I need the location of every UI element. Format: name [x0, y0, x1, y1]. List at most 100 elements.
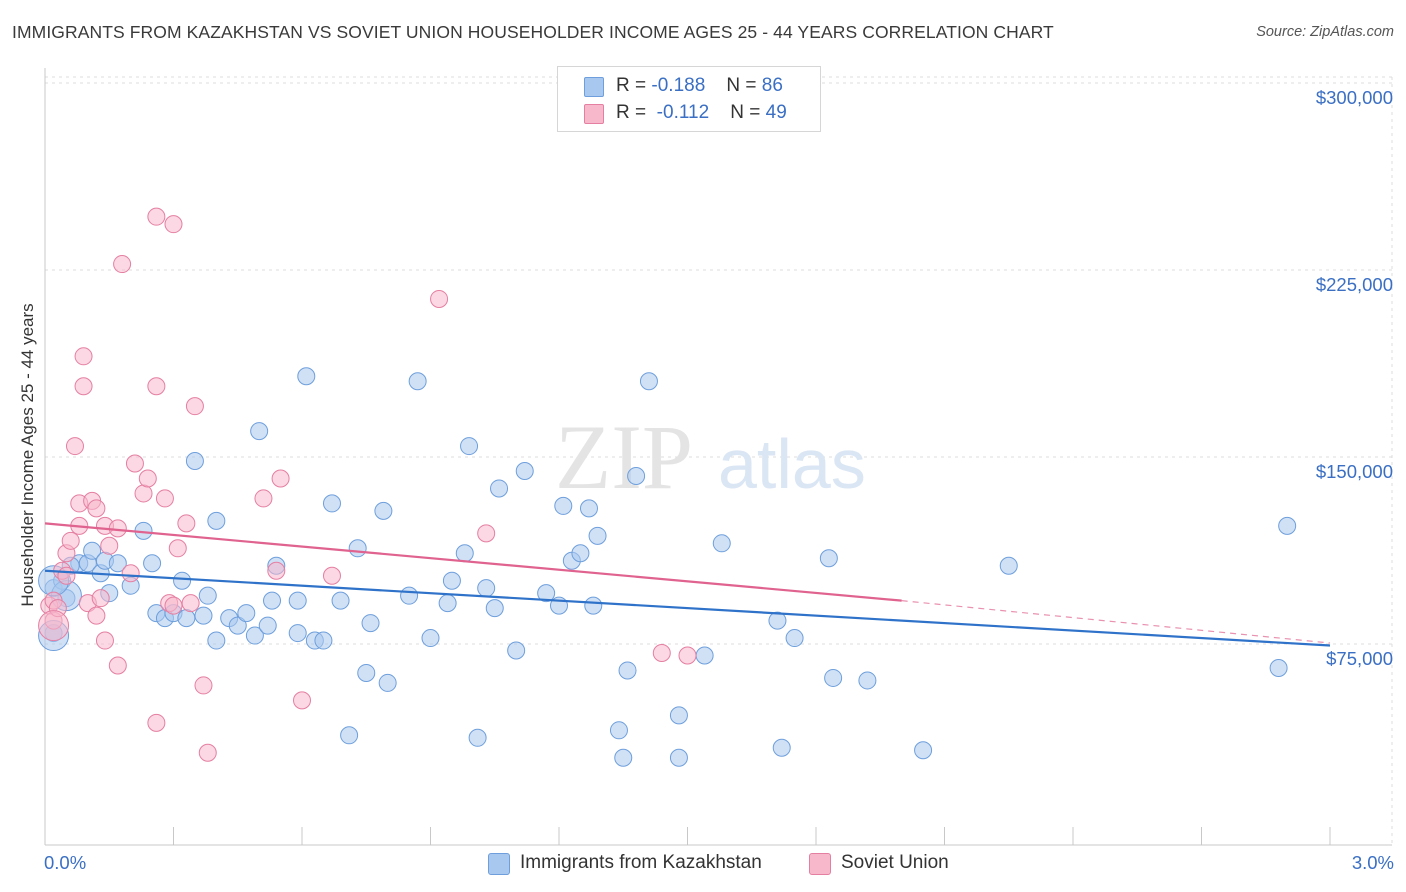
kazakhstan-point	[177, 609, 196, 628]
kazakhstan-point	[374, 501, 393, 520]
soviet-union-point	[194, 676, 213, 695]
soviet-union-point	[293, 691, 311, 710]
soviet-union-point	[168, 539, 187, 558]
soviet-union-point	[164, 596, 183, 615]
kazakhstan-point	[83, 541, 102, 560]
axes	[44, 68, 1392, 846]
soviet-union-point	[322, 566, 341, 585]
kazakhstan-point	[442, 571, 461, 590]
soviet-union-point	[95, 631, 114, 650]
kazakhstan-point	[485, 599, 504, 618]
soviet-union-point	[138, 469, 157, 488]
soviet-union-point	[134, 484, 153, 503]
y-tick-label: $225,000	[1316, 274, 1393, 295]
legend-swatch-soviet-union	[809, 853, 831, 875]
legend-label-kazakhstan: Immigrants from Kazakhstan	[520, 852, 762, 873]
soviet-union-point	[100, 536, 119, 555]
soviet-union-point	[155, 489, 174, 508]
legend-r-label: R =	[616, 75, 647, 96]
soviet-union-point	[198, 743, 217, 762]
soviet-union-point	[125, 454, 144, 473]
legend-swatch-kazakhstan	[488, 853, 510, 875]
soviet-union-point	[91, 589, 110, 608]
soviet-union-point-large	[38, 610, 70, 642]
kazakhstan-point	[772, 738, 791, 757]
kazakhstan-point	[627, 466, 646, 485]
kazakhstan-point	[408, 372, 427, 391]
soviet-union-point	[652, 644, 671, 663]
kazakhstan-point	[361, 614, 380, 633]
soviet-union-trend-line-extension	[901, 600, 1331, 644]
soviet-union-point	[430, 289, 449, 308]
kazakhstan-point	[185, 452, 204, 471]
kazakhstan-point	[858, 671, 877, 690]
soviet-union-point	[108, 656, 127, 675]
kazakhstan-point	[639, 372, 658, 391]
kazakhstan-point	[669, 748, 688, 767]
soviet-union-point	[267, 561, 286, 580]
soviet-union-point	[185, 397, 204, 416]
kazakhstan-point	[207, 511, 226, 530]
legend-r-value: -0.188	[651, 75, 706, 96]
kazakhstan-point	[1269, 658, 1288, 677]
soviet-union-point	[678, 646, 697, 665]
kazakhstan-point	[314, 631, 333, 650]
soviet-union-point	[121, 564, 140, 583]
soviet-union-point	[164, 215, 183, 234]
kazakhstan-point	[194, 606, 213, 625]
kazakhstan-point	[288, 624, 307, 643]
legend-r-label: R =	[616, 102, 647, 123]
kazakhstan-point	[584, 596, 603, 615]
kazakhstan-point	[198, 586, 217, 605]
legend-n-value: 49	[765, 102, 787, 123]
y-tick-label: $75,000	[1326, 648, 1393, 669]
kazakhstan-point	[143, 554, 162, 573]
x-tick-label: 0.0%	[44, 852, 86, 873]
soviet-union-point	[74, 347, 93, 366]
x-tick-label: 3.0%	[1352, 852, 1394, 873]
watermark: ZIP atlas	[555, 406, 866, 508]
kazakhstan-point	[824, 668, 843, 687]
soviet-union-point	[57, 566, 76, 585]
legend-r-value: -0.112	[656, 102, 710, 123]
kazakhstan-point	[460, 437, 479, 456]
kazakhstan-point	[712, 534, 731, 553]
kazakhstan-point	[1278, 516, 1297, 535]
kazakhstan-point	[571, 544, 590, 563]
kazakhstan-point	[609, 721, 628, 740]
soviet-union-point	[147, 713, 166, 732]
soviet-union-point	[87, 606, 106, 625]
kazakhstan-point	[819, 549, 838, 568]
soviet-union-point	[254, 489, 273, 508]
y-tick-label: $150,000	[1316, 461, 1393, 482]
kazakhstan-point	[768, 611, 787, 630]
kazakhstan-point	[554, 496, 573, 515]
watermark-zip: ZIP	[555, 406, 693, 508]
kazakhstan-point	[579, 499, 598, 518]
kazakhstan-point	[490, 479, 509, 498]
kazakhstan-point	[537, 584, 556, 603]
chart-title: IMMIGRANTS FROM KAZAKHSTAN VS SOVIET UNI…	[12, 22, 1054, 42]
legend-n-value: 86	[761, 75, 783, 96]
soviet-union-point	[65, 437, 84, 456]
kazakhstan-point	[378, 673, 397, 692]
soviet-union-trend-line	[44, 522, 902, 602]
kazakhstan-point	[258, 616, 277, 635]
kazakhstan-point	[228, 616, 247, 635]
y-tick-label: $300,000	[1316, 87, 1393, 108]
kazakhstan-point	[421, 629, 440, 648]
kazakhstan-point	[477, 579, 496, 598]
kazakhstan-point	[297, 367, 316, 386]
soviet-union-point	[147, 207, 166, 226]
kazakhstan-point	[207, 631, 226, 650]
kazakhstan-point	[515, 462, 534, 480]
kazakhstan-point	[785, 629, 804, 648]
kazakhstan-point	[999, 556, 1018, 575]
kazakhstan-point	[588, 526, 607, 545]
tick-labels: $75,000 $150,000 $225,000 $300,000 0.0% 3.0%	[44, 87, 1394, 873]
kazakhstan-point	[322, 494, 341, 513]
soviet-union-point	[147, 377, 166, 396]
soviet-union-point	[177, 514, 196, 533]
kazakhstan-point	[468, 728, 487, 747]
kazakhstan-point	[695, 646, 714, 665]
